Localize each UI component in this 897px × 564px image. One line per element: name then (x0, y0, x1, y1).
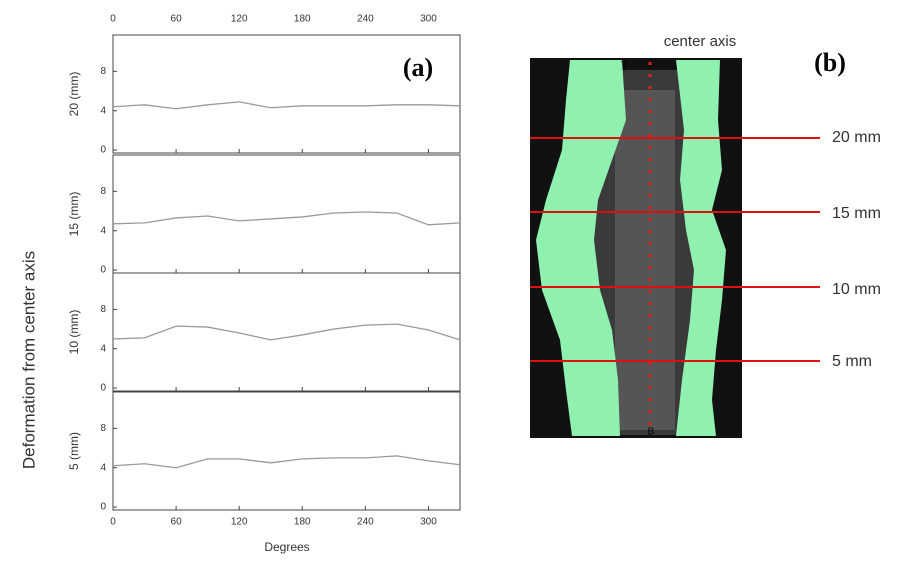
y-axis-label: 15 (mm) (67, 192, 81, 237)
x-tick-label: 300 (420, 517, 437, 528)
x-tick-label: 300 (420, 14, 437, 25)
panel-label: (a) (403, 53, 433, 82)
y-tick-label: 4 (100, 105, 106, 116)
y-tick-label: 4 (100, 343, 106, 354)
level-label: 5 mm (832, 353, 872, 370)
x-tick-label: 180 (294, 14, 311, 25)
y-tick-label: 8 (100, 304, 106, 315)
y-tick-label: 8 (100, 423, 106, 434)
x-tick-label: 0 (110, 14, 116, 25)
x-tick-label: 240 (357, 517, 374, 528)
y-tick-label: 4 (100, 225, 106, 236)
data-line (112, 323, 461, 341)
panel-label: (b) (814, 48, 846, 77)
y-tick-label: 0 (100, 502, 106, 513)
image-caption: center axis (664, 33, 737, 50)
plot-frame (112, 34, 461, 154)
level-label: 15 mm (832, 205, 881, 222)
y-tick-label: 0 (100, 145, 106, 156)
x-tick-label: 0 (110, 517, 116, 528)
x-tick-label: 120 (231, 517, 248, 528)
level-label: 10 mm (832, 281, 881, 298)
y-tick-label: 8 (100, 186, 106, 197)
image-marker: B (648, 427, 655, 438)
ct-image (530, 58, 820, 438)
plot-frame (112, 391, 461, 511)
plot-frame (112, 154, 461, 274)
data-line (112, 101, 461, 110)
data-line (112, 455, 461, 469)
level-label: 20 mm (832, 129, 881, 146)
data-line (112, 211, 461, 226)
x-tick-label: 120 (231, 14, 248, 25)
x-tick-label: 240 (357, 14, 374, 25)
x-tick-label: 180 (294, 517, 311, 528)
y-axis-label: 10 (mm) (67, 310, 81, 355)
plot-frame (112, 272, 461, 392)
y-tick-label: 0 (100, 383, 106, 394)
image-marker: T (621, 61, 627, 72)
y-tick-label: 4 (100, 462, 106, 473)
y-axis-label: 5 (mm) (67, 432, 81, 470)
x-tick-label: 60 (171, 14, 183, 25)
x-axis-title: Degrees (264, 540, 309, 554)
y-axis-label: 20 (mm) (67, 72, 81, 117)
y-tick-label: 8 (100, 66, 106, 77)
y-axis-title: Deformation from center axis (19, 251, 38, 469)
x-tick-label: 60 (171, 517, 183, 528)
y-tick-label: 0 (100, 265, 106, 276)
